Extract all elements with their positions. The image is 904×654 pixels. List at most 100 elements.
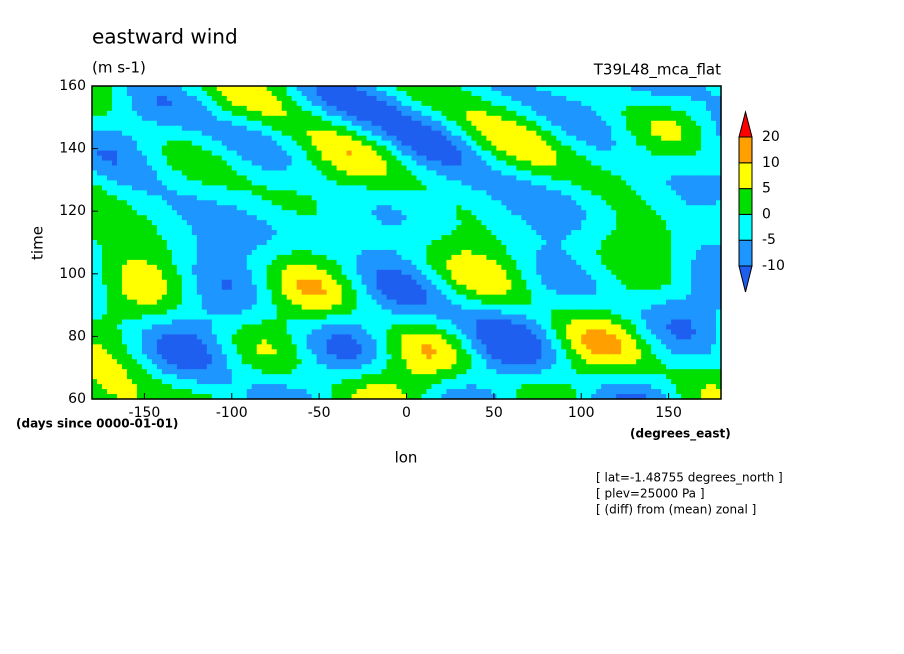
contour-cell <box>461 175 467 181</box>
contour-cell <box>441 100 448 107</box>
contour-cell <box>196 259 203 266</box>
contour-cell <box>356 135 363 142</box>
contour-cell <box>111 220 118 226</box>
contour-cell <box>361 254 368 261</box>
contour-cell <box>541 195 547 201</box>
contour-cell <box>556 195 562 201</box>
contour-cell <box>341 175 348 181</box>
contour-cell <box>371 180 378 186</box>
contour-cell <box>316 185 323 191</box>
contour-cell <box>206 140 213 147</box>
contour-cell <box>601 259 607 266</box>
contour-cell <box>526 170 532 177</box>
contour-cell <box>281 125 288 132</box>
contour-cell <box>661 160 667 167</box>
contour-cell <box>421 125 428 132</box>
contour-cell <box>271 110 278 117</box>
contour-cell <box>191 249 198 256</box>
x-units: (degrees_east) <box>630 427 731 442</box>
contour-cell <box>561 135 567 142</box>
contour-cell <box>691 130 697 137</box>
contour-cell <box>546 210 552 216</box>
contour-cell <box>156 170 163 177</box>
contour-cell <box>566 145 572 152</box>
contour-cell <box>716 244 722 251</box>
contour-cell <box>491 86 497 92</box>
contour-cell <box>541 90 547 97</box>
contour-cell <box>391 90 398 97</box>
contour-cell <box>396 90 403 97</box>
contour-cell <box>651 160 657 167</box>
contour-cell <box>581 225 587 231</box>
contour-cell <box>451 86 458 92</box>
contour-cell <box>376 180 383 186</box>
contour-cell <box>496 205 502 211</box>
contour-cell <box>306 279 313 286</box>
contour-cell <box>151 279 158 286</box>
contour-cell <box>506 110 512 117</box>
contour-cell <box>646 90 652 97</box>
contour-cell <box>431 145 438 152</box>
contour-cell <box>346 135 353 142</box>
contour-cell <box>391 165 398 172</box>
contour-cell <box>401 205 408 211</box>
contour-cell <box>286 145 293 152</box>
contour-cell <box>546 100 552 107</box>
contour-cell <box>396 115 403 122</box>
contour-cell <box>336 90 343 97</box>
contour-cell <box>476 110 482 117</box>
contour-cell <box>351 125 358 132</box>
contour-cell <box>691 145 697 152</box>
contour-cell <box>656 244 662 251</box>
contour-cell <box>236 100 243 107</box>
contour-cell <box>291 274 298 281</box>
contour-cell <box>526 140 532 147</box>
contour-cell <box>336 170 343 177</box>
contour-cell <box>286 195 293 201</box>
contour-cell <box>391 100 398 107</box>
contour-cell <box>226 86 233 92</box>
contour-cell <box>526 274 532 281</box>
contour-cell <box>156 215 163 221</box>
contour-cell <box>401 220 408 226</box>
contour-cell <box>386 210 393 216</box>
contour-cell <box>456 175 463 181</box>
contour-cell <box>461 244 467 251</box>
contour-cell <box>431 254 438 261</box>
contour-cell <box>546 150 552 157</box>
contour-cell <box>176 230 183 236</box>
contour-cell <box>216 150 223 157</box>
contour-cell <box>216 86 223 92</box>
contour-cell <box>491 235 497 241</box>
contour-cell <box>126 200 133 206</box>
contour-cell <box>201 160 208 167</box>
contour-cell <box>136 165 143 172</box>
contour-cell <box>671 210 677 216</box>
contour-cell <box>621 249 627 256</box>
contour-cell <box>481 145 487 152</box>
contour-cell <box>431 105 438 112</box>
contour-cell <box>521 140 527 147</box>
contour-cell <box>161 115 168 122</box>
contour-cell <box>501 180 507 186</box>
contour-cell <box>326 120 333 127</box>
contour-cell <box>601 200 607 206</box>
contour-cell <box>291 240 298 246</box>
contour-cell <box>256 115 263 122</box>
contour-cell <box>151 165 158 172</box>
contour-cell <box>716 180 722 186</box>
contour-cell <box>381 125 388 132</box>
contour-cell <box>361 274 368 281</box>
contour-cell <box>611 274 617 281</box>
contour-cell <box>711 264 717 271</box>
contour-cell <box>691 155 697 162</box>
contour-cell <box>541 105 547 112</box>
contour-cell <box>656 264 662 271</box>
contour-cell <box>601 90 607 97</box>
contour-cell <box>331 220 338 226</box>
contour-cell <box>196 254 203 261</box>
contour-cell <box>356 274 363 281</box>
contour-cell <box>666 220 672 226</box>
contour-cell <box>126 170 133 177</box>
contour-cell <box>716 155 722 162</box>
